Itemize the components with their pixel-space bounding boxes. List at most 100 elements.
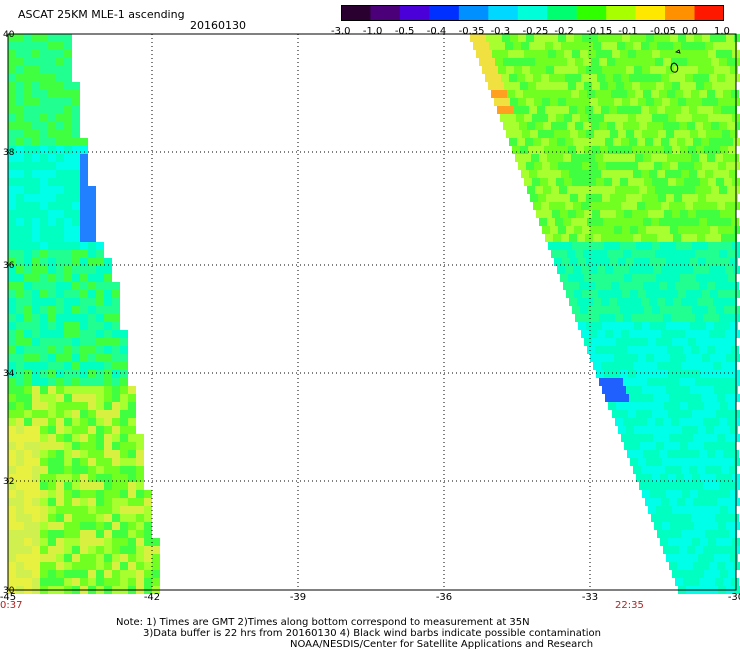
swath-cell (104, 474, 112, 482)
lat-tick-label: 36 (3, 261, 15, 271)
swath-cell (690, 66, 698, 74)
swath-cell (679, 482, 687, 490)
swath-cell (691, 450, 699, 458)
swath-cell (627, 346, 635, 354)
swath-cell (713, 234, 721, 242)
swath-cell (590, 354, 598, 362)
swath-cell (575, 314, 583, 322)
swath-cell (702, 458, 710, 466)
swath-cell (529, 170, 537, 178)
swath-cell (48, 210, 56, 218)
swath-cell (104, 530, 112, 538)
swath-cell (641, 170, 649, 178)
swath-cell (684, 242, 692, 250)
swath-cell (704, 570, 712, 578)
swath-cell (40, 98, 48, 106)
colorbar-label: -0.15 (586, 26, 613, 37)
swath-cell (684, 370, 692, 378)
swath-cell (8, 146, 16, 154)
swath-cell (490, 66, 498, 74)
swath-cell (646, 354, 654, 362)
swath-cell (112, 530, 120, 538)
swath-cell (80, 346, 88, 354)
swath-cell (728, 506, 736, 514)
swath-cell (688, 506, 696, 514)
swath-cell (577, 170, 585, 178)
swath-cell (620, 306, 628, 314)
swath-cell (724, 538, 732, 546)
swath-cell (720, 338, 728, 346)
swath-cell (8, 42, 16, 50)
swath-cell (16, 402, 24, 410)
swath-cell (727, 418, 735, 426)
swath-cell (96, 362, 104, 370)
swath-cell (675, 578, 683, 586)
swath-cell (24, 50, 32, 58)
swath-cell (523, 90, 531, 98)
swath-cell (16, 570, 24, 578)
swath-cell (72, 570, 80, 578)
swath-cell (8, 218, 16, 226)
swath-cell (725, 498, 733, 506)
swath-cell (727, 546, 735, 554)
swath-cell (8, 570, 16, 578)
swath-cell (711, 186, 719, 194)
swath-cell (688, 146, 696, 154)
swath-cell (615, 122, 623, 130)
swath-cell (64, 90, 72, 98)
swath-cell (596, 306, 604, 314)
swath-cell (664, 210, 672, 218)
swath-cell (622, 98, 630, 106)
chart-date: 20160130 (190, 19, 246, 32)
swath-cell (88, 474, 96, 482)
swath-cell (526, 34, 534, 42)
swath-cell (128, 514, 136, 522)
swath-cell (673, 170, 681, 178)
swath-cell (56, 50, 64, 58)
swath-cell (593, 170, 601, 178)
swath-cell (24, 314, 32, 322)
swath-cell (691, 154, 699, 162)
swath-cell (646, 162, 654, 170)
swath-cell (638, 458, 646, 466)
swath-cell (16, 338, 24, 346)
swath-cell (654, 458, 662, 466)
swath-cell (611, 90, 619, 98)
swath-cell (40, 106, 48, 114)
swath-cell (56, 202, 64, 210)
swath-cell (617, 170, 625, 178)
swath-cell (635, 154, 643, 162)
swath-cell (32, 346, 40, 354)
swath-cell (643, 218, 651, 226)
swath-cell (632, 442, 640, 450)
swath-cell (729, 234, 737, 242)
swath-cell (589, 266, 597, 274)
swath-cell (136, 506, 144, 514)
swath-cell (104, 322, 112, 330)
swath-cell (48, 522, 56, 530)
swath-cell (636, 410, 644, 418)
swath-cell (48, 74, 56, 82)
swath-cell (662, 354, 670, 362)
swath-cell (40, 578, 48, 586)
swath-cell (710, 162, 718, 170)
swath-cell (671, 186, 679, 194)
swath-cell (708, 50, 716, 58)
swath-cell (72, 442, 80, 450)
swath-cell (626, 386, 634, 394)
swath-cell (558, 162, 566, 170)
swath-cell (64, 98, 72, 106)
swath-cell (88, 442, 96, 450)
swath-cell (651, 450, 659, 458)
swath-cell (696, 506, 704, 514)
swath-cell (487, 58, 495, 66)
swath-cell (534, 98, 542, 106)
swath-cell (48, 362, 56, 370)
swath-cell (56, 522, 64, 530)
swath-cell (674, 554, 682, 562)
swath-cell (88, 562, 96, 570)
swath-cell (734, 586, 740, 594)
swath-cell (727, 186, 735, 194)
swath-cell (80, 354, 88, 362)
swath-cell (589, 74, 597, 82)
